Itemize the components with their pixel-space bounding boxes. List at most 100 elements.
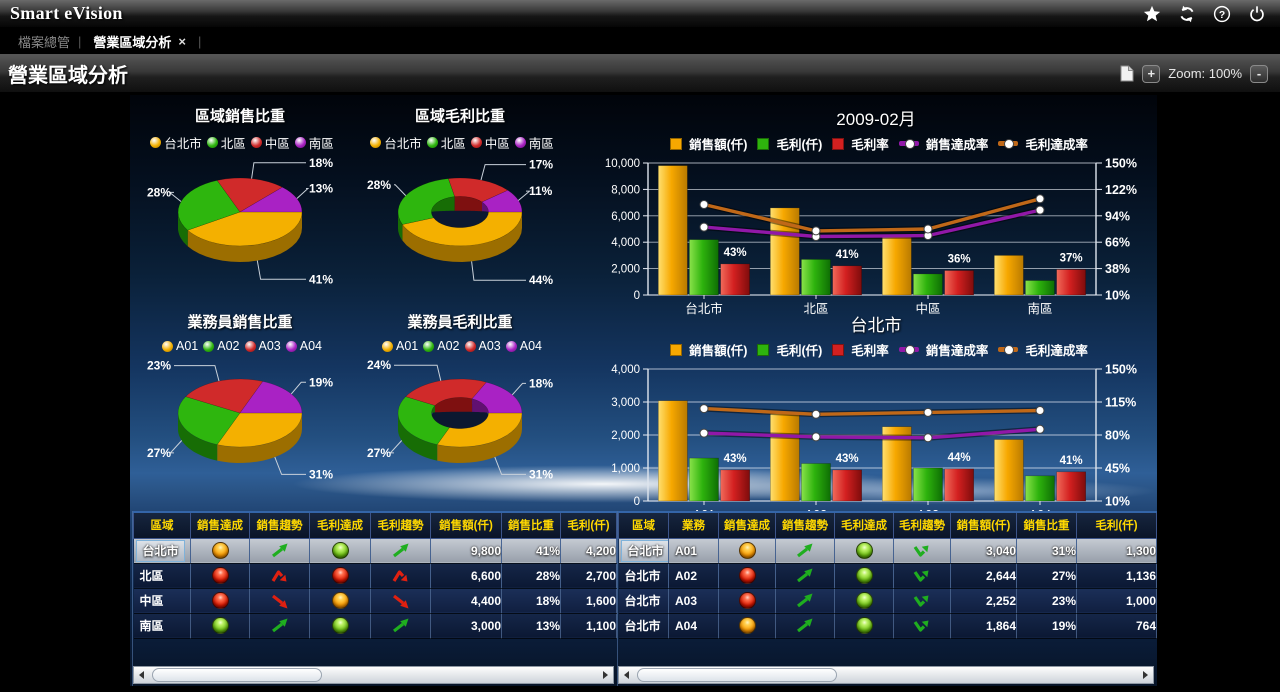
tab-label: 營業區域分析 [93, 34, 172, 50]
svg-text:南區: 南區 [1027, 301, 1052, 316]
status-light-green [331, 542, 349, 559]
svg-text:43%: 43% [724, 247, 747, 259]
legend-swatch [423, 340, 435, 352]
tab-separator: | [198, 33, 202, 49]
horizontal-scrollbar[interactable] [618, 666, 1154, 684]
status-light-orange [738, 617, 756, 634]
pie-slice-label: 18% [529, 376, 553, 390]
pie-slice-label: 24% [367, 358, 391, 372]
legend-label: 毛利達成率 [1025, 344, 1088, 358]
column-header[interactable]: 銷售達成 [190, 511, 250, 539]
svg-text:0: 0 [634, 496, 640, 508]
svg-text:66%: 66% [1105, 236, 1130, 250]
tab-file-explorer[interactable]: 檔案總管 [18, 34, 71, 50]
column-header[interactable]: 銷售比重 [501, 511, 561, 539]
svg-text:41%: 41% [836, 249, 859, 261]
column-header[interactable]: 銷售趨勢 [775, 511, 835, 539]
svg-text:?: ? [1219, 9, 1225, 20]
column-header[interactable]: 業務 [668, 511, 719, 539]
trend-arrow-icon [392, 569, 407, 582]
table-row[interactable]: 中區 4,400 18% 1,600 [133, 588, 617, 614]
svg-text:10%: 10% [1105, 289, 1130, 303]
trend-arrow-icon [271, 618, 287, 632]
pie-chart-agent-profit[interactable]: 業務員毛利比重 A01 A02 A03 A04 31% 27% 24% 18% [350, 301, 570, 507]
legend-label: 銷售達成率 [925, 138, 989, 152]
svg-text:3,000: 3,000 [611, 397, 640, 409]
table-row[interactable]: 台北市 9,800 41% 4,200 [133, 538, 617, 564]
column-header[interactable]: 銷售額(仟) [950, 511, 1017, 539]
column-header[interactable]: 銷售比重 [1016, 511, 1077, 539]
pie-chart-region-sales[interactable]: 區域銷售比重 台北市 北區 中區 南區 41% 28% 18% 13% [130, 95, 350, 301]
favorite-star-icon[interactable] [1143, 5, 1161, 23]
svg-text:43%: 43% [724, 453, 747, 465]
table-row[interactable]: 台北市 A02 2,644 27% 1,136 [618, 563, 1157, 589]
chart-legend: 台北市 北區 中區 南區 [130, 133, 350, 152]
column-header[interactable]: 銷售額(仟) [430, 511, 502, 539]
content-area: 區域銷售比重 台北市 北區 中區 南區 41% 28% 18% 13% 區域毛利比重 台北市… [0, 92, 1280, 692]
table-row[interactable]: 台北市 A03 2,252 23% 1,000 [618, 588, 1157, 614]
status-light-red [738, 567, 756, 584]
legend-swatch [470, 137, 482, 148]
pie-slice-label: 19% [309, 375, 333, 389]
report-page-icon[interactable] [1120, 65, 1134, 82]
svg-text:43%: 43% [836, 453, 859, 465]
scroll-left-arrow[interactable] [619, 667, 634, 683]
legend-swatch [898, 139, 919, 149]
pie-slice-label: 28% [367, 178, 391, 192]
trend-arrow-icon [913, 620, 929, 632]
pie-chart-region-profit[interactable]: 區域毛利比重 台北市 北區 中區 南區 44% 28% 17% 11% [350, 95, 570, 301]
column-header[interactable]: 毛利(仟) [1076, 511, 1157, 539]
chart-legend: A01 A02 A03 A04 [350, 339, 570, 353]
legend-label: 毛利率 [851, 344, 889, 358]
column-header[interactable]: 毛利達成 [834, 511, 894, 539]
column-header[interactable]: 毛利趨勢 [370, 511, 431, 539]
trend-arrow-icon [797, 568, 813, 582]
pie-chart-agent-sales[interactable]: 業務員銷售比重 A01 A02 A03 A04 31% 27% 23% 19% [130, 301, 350, 507]
pie-slice-label: 23% [147, 359, 171, 373]
column-header[interactable]: 銷售趨勢 [249, 511, 310, 539]
refresh-icon[interactable] [1178, 5, 1196, 23]
zoom-out-button[interactable]: - [1250, 64, 1268, 83]
tab-close-icon[interactable]: × [178, 33, 187, 49]
table-row[interactable]: 北區 6,600 28% 2,700 [133, 563, 617, 589]
salesperson-detail-table: 區域 業務 銷售達成 銷售趨勢 毛利達成 毛利趨勢 銷售額(仟) 銷售比重 毛利(仟) 台北市 A0… [618, 511, 1157, 639]
status-light-green [855, 567, 873, 584]
region-summary-table-panel: 區域 銷售達成 銷售趨勢 毛利達成 毛利趨勢 銷售額(仟) 銷售比重 毛利(仟) 台北市 9,80… [132, 511, 617, 686]
power-icon[interactable] [1248, 5, 1266, 23]
svg-text:0: 0 [634, 290, 640, 302]
horizontal-scrollbar[interactable] [133, 666, 614, 684]
legend-swatch [294, 137, 306, 148]
legend-label: 毛利(仟) [776, 344, 823, 358]
column-header[interactable]: 區域 [133, 511, 191, 539]
table-row[interactable]: 台北市 A04 1,864 19% 764 [618, 613, 1157, 639]
table-row[interactable]: 南區 3,000 13% 1,100 [133, 613, 617, 639]
column-header[interactable]: 銷售達成 [718, 511, 776, 539]
scroll-right-arrow[interactable] [598, 667, 613, 683]
column-header[interactable]: 毛利(仟) [560, 511, 617, 539]
zoom-in-button[interactable]: + [1142, 64, 1161, 83]
pie-slice-label: 11% [529, 184, 553, 198]
column-header[interactable]: 毛利趨勢 [893, 511, 951, 539]
bar-chart-taipei[interactable]: 台北市 銷售額(仟) 毛利(仟) 毛利率 銷售達成率 毛利達成率 0 10% 1,000 45… [598, 307, 1154, 522]
scrollbar-thumb[interactable] [637, 668, 837, 682]
pie-slice-label: 27% [147, 446, 171, 460]
svg-text:38%: 38% [1105, 262, 1130, 276]
legend-label: A04 [299, 339, 322, 353]
chart-legend: 銷售額(仟) 毛利(仟) 毛利率 銷售達成率 毛利達成率 [598, 340, 1154, 359]
trend-arrow-icon [271, 594, 287, 608]
column-header[interactable]: 區域 [618, 511, 669, 539]
column-header[interactable]: 毛利達成 [309, 511, 371, 539]
legend-swatch [150, 137, 162, 148]
tab-sales-region-analysis[interactable]: 營業區域分析 × [93, 32, 186, 51]
chart-title: 業務員毛利比重 [407, 314, 513, 331]
legend-swatch [285, 340, 297, 352]
scroll-left-arrow[interactable] [134, 667, 149, 683]
bar-chart-month[interactable]: 2009-02月 銷售額(仟) 毛利(仟) 毛利率 銷售達成率 毛利達成率 0 10% 2,… [598, 101, 1154, 316]
scroll-right-arrow[interactable] [1138, 667, 1153, 683]
chart-legend: 銷售額(仟) 毛利(仟) 毛利率 銷售達成率 毛利達成率 [598, 134, 1154, 153]
table-row[interactable]: 台北市 A01 3,040 31% 1,300 [618, 538, 1157, 564]
chart-title: 2009-02月 [836, 110, 916, 129]
help-icon[interactable]: ? [1213, 5, 1231, 23]
header-icon-group: ? [1143, 5, 1270, 23]
scrollbar-thumb[interactable] [152, 668, 322, 682]
